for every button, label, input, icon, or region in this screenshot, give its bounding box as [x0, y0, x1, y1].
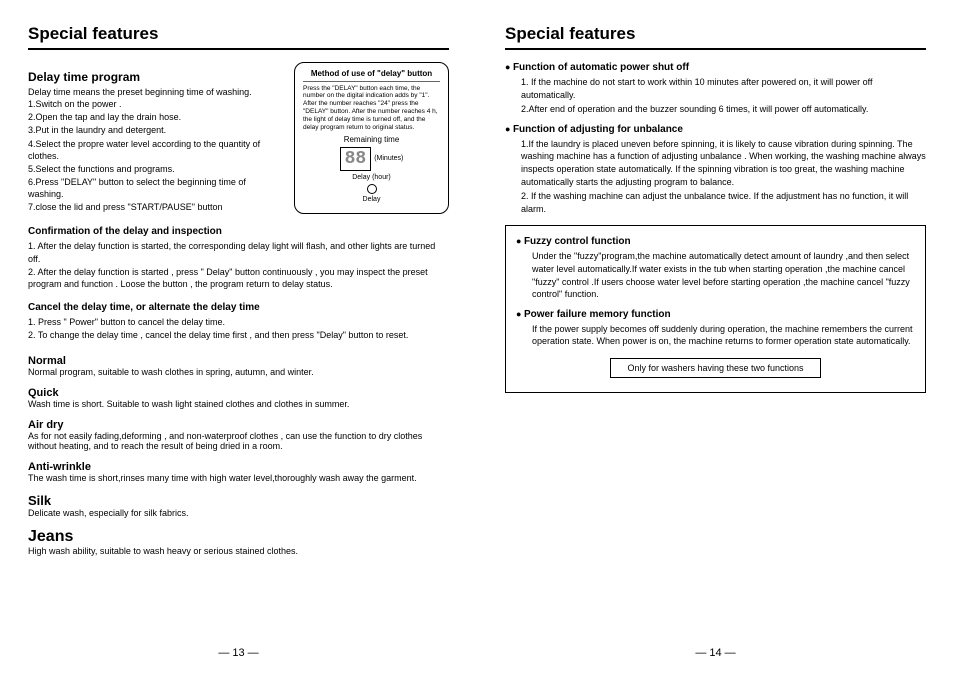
page-left: Special features Delay time program Dela…: [0, 0, 477, 675]
unbalance-item: 2. If the washing machine can adjust the…: [521, 190, 926, 215]
unbalance-list: 1.If the laundry is placed uneven before…: [521, 138, 926, 216]
footer-note-box: Only for washers having these two functi…: [610, 358, 820, 378]
delay-method-callout: Method of use of "delay" button Press th…: [294, 62, 449, 214]
page-title-left: Special features: [28, 24, 449, 50]
step: 7.close the lid and press "START/PAUSE" …: [28, 201, 282, 213]
power-failure-heading: Power failure memory function: [516, 309, 915, 320]
confirmation-item: 2. After the delay function is started ,…: [28, 266, 449, 290]
delay-box-body: Press the "DELAY" button each time, the …: [303, 85, 440, 132]
step: 4.Select the propre water level accordin…: [28, 138, 282, 162]
program-jeans: Jeans High wash ability, suitable to was…: [28, 528, 449, 556]
program-title: Silk: [28, 493, 449, 508]
page-number-left: — 13 —: [218, 647, 258, 659]
power-failure-body: If the power supply becomes off suddenly…: [532, 323, 915, 348]
delay-heading: Delay time program: [28, 70, 282, 84]
program-silk: Silk Delicate wash, especially for silk …: [28, 493, 449, 518]
delay-button-icon: [367, 184, 377, 194]
step: 1.Switch on the power .: [28, 98, 282, 110]
program-quick: Quick Wash time is short. Suitable to wa…: [28, 387, 449, 409]
program-desc: Normal program, suitable to wash clothes…: [28, 367, 449, 377]
program-title: Jeans: [28, 528, 449, 546]
cancel-heading: Cancel the delay time, or alternate the …: [28, 302, 449, 313]
step: 3.Put in the laundry and detergent.: [28, 124, 282, 136]
minutes-label: (Minutes): [374, 155, 403, 163]
auto-shutoff-item: 1. If the machine do not start to work w…: [521, 76, 926, 101]
program-normal: Normal Normal program, suitable to wash …: [28, 355, 449, 377]
program-antiwrinkle: Anti-wrinkle The wash time is short,rins…: [28, 461, 449, 483]
delay-time-section: Delay time program Delay time means the …: [28, 62, 449, 214]
fuzzy-body: Under the "fuzzy"program,the machine aut…: [532, 250, 915, 300]
page-number-right: — 14 —: [695, 647, 735, 659]
step: 2.Open the tap and lay the drain hose.: [28, 111, 282, 123]
cancel-item: 1. Press " Power" button to cancel the d…: [28, 316, 449, 328]
auto-shutoff-heading: Function of automatic power shut off: [505, 62, 926, 73]
delay-box-title: Method of use of "delay" button: [303, 69, 440, 82]
program-title: Normal: [28, 355, 449, 367]
unbalance-item: 1.If the laundry is placed uneven before…: [521, 138, 926, 188]
program-desc: As for not easily fading,deforming , and…: [28, 431, 449, 451]
program-title: Air dry: [28, 419, 449, 431]
digit-display: 88 (Minutes): [340, 147, 404, 171]
program-desc: The wash time is short,rinses many time …: [28, 473, 449, 483]
delay-hour-label: Delay (hour): [303, 174, 440, 182]
programs-list: Normal Normal program, suitable to wash …: [28, 355, 449, 556]
step: 5.Select the functions and programs.: [28, 163, 282, 175]
program-desc: High wash ability, suitable to wash heav…: [28, 546, 449, 556]
delay-steps: 1.Switch on the power . 2.Open the tap a…: [28, 98, 282, 213]
program-desc: Wash time is short. Suitable to wash lig…: [28, 399, 449, 409]
page-right: Special features Function of automatic p…: [477, 0, 954, 675]
auto-shutoff-list: 1. If the machine do not start to work w…: [521, 76, 926, 116]
remaining-time-label: Remaining time: [303, 135, 440, 145]
delay-time-text: Delay time program Delay time means the …: [28, 62, 282, 214]
step: 6.Press "DELAY" button to select the beg…: [28, 176, 282, 200]
program-title: Quick: [28, 387, 449, 399]
seven-segment-icon: 88: [340, 147, 372, 171]
delay-intro: Delay time means the preset beginning ti…: [28, 86, 282, 98]
program-airdry: Air dry As for not easily fading,deformi…: [28, 419, 449, 451]
cancel-item: 2. To change the delay time , cancel the…: [28, 329, 449, 341]
program-desc: Delicate wash, especially for silk fabri…: [28, 508, 449, 518]
fuzzy-heading: Fuzzy control function: [516, 236, 915, 247]
confirmation-heading: Confirmation of the delay and inspection: [28, 226, 449, 237]
auto-shutoff-item: 2.After end of operation and the buzzer …: [521, 103, 926, 116]
confirmation-item: 1. After the delay function is started, …: [28, 240, 449, 264]
confirmation-list: 1. After the delay function is started, …: [28, 240, 449, 290]
boxed-functions: Fuzzy control function Under the "fuzzy"…: [505, 225, 926, 393]
program-title: Anti-wrinkle: [28, 461, 449, 473]
cancel-list: 1. Press " Power" button to cancel the d…: [28, 316, 449, 341]
page-title-right: Special features: [505, 24, 926, 50]
unbalance-heading: Function of adjusting for unbalance: [505, 124, 926, 135]
delay-label: Delay: [303, 196, 440, 204]
